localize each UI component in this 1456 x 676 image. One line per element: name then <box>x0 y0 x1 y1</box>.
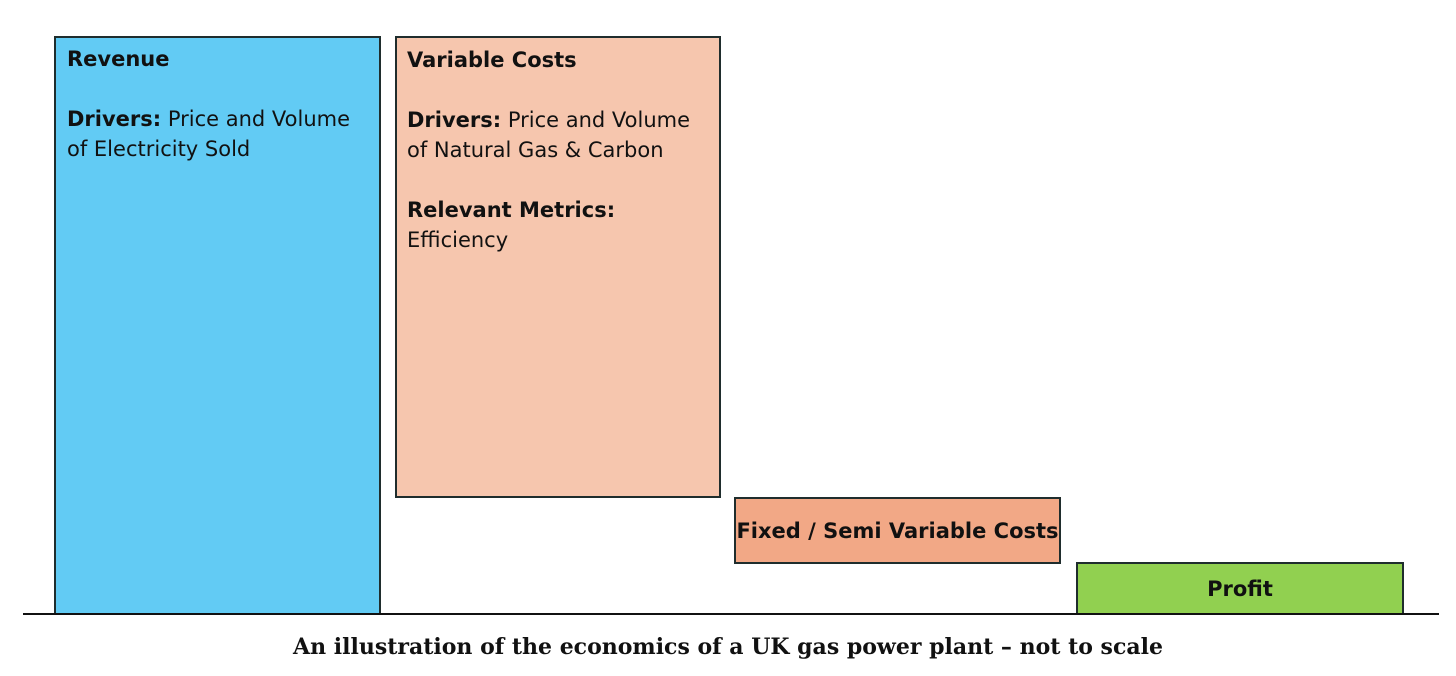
figure-caption: An illustration of the economics of a UK… <box>293 634 1163 660</box>
revenue-title: Revenue <box>67 47 170 71</box>
revenue-drivers-label: Drivers: <box>67 107 162 131</box>
variable-costs-metrics: Relevant Metrics: Efficiency <box>407 195 709 255</box>
fixed-costs-box: Fixed / Semi Variable Costs <box>734 497 1061 564</box>
variable-costs-box: Variable Costs Drivers: Price and Volume… <box>395 36 721 498</box>
profit-title: Profit <box>1207 576 1273 601</box>
baseline <box>23 613 1439 615</box>
variable-costs-drivers-label: Drivers: <box>407 108 502 132</box>
revenue-box: Revenue Drivers: Price and Volume of Ele… <box>54 36 381 615</box>
profit-box: Profit <box>1076 562 1404 615</box>
variable-costs-drivers: Drivers: Price and Volume of Natural Gas… <box>407 105 709 165</box>
revenue-drivers-text: Price and Volume of Electricity Sold <box>67 107 351 161</box>
fixed-costs-title: Fixed / Semi Variable Costs <box>736 518 1059 543</box>
variable-costs-metrics-text: Efficiency <box>407 228 509 252</box>
variable-costs-metrics-label: Relevant Metrics: <box>407 198 616 222</box>
variable-costs-title: Variable Costs <box>407 48 577 72</box>
revenue-drivers: Drivers: Price and Volume of Electricity… <box>67 104 369 164</box>
variable-costs-drivers-text: Price and Volume of Natural Gas & Carbon <box>407 108 691 162</box>
